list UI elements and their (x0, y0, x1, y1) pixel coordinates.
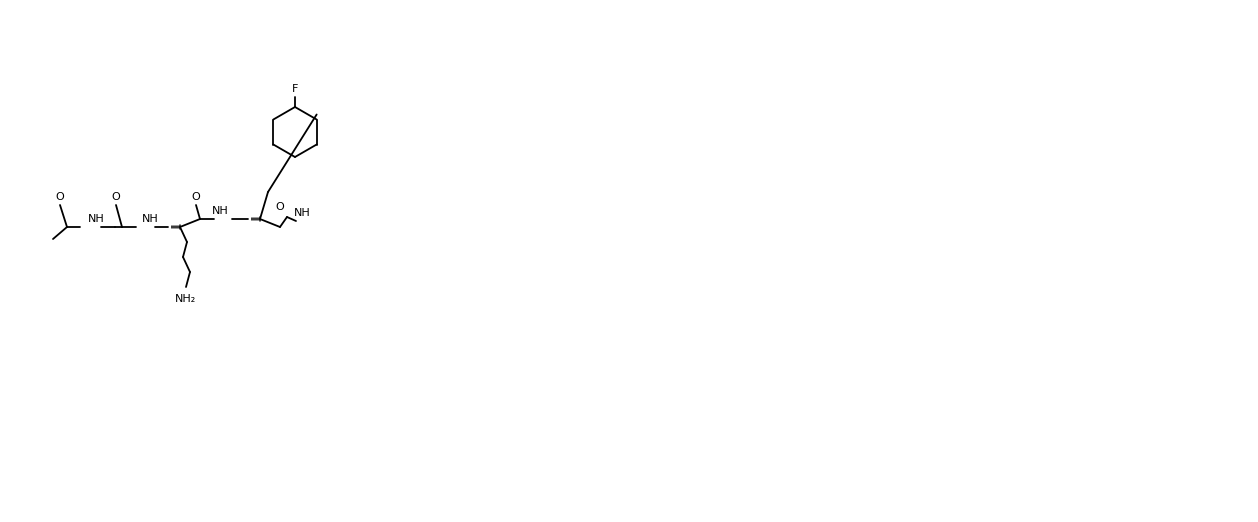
Text: F: F (292, 84, 298, 94)
Text: NH: NH (142, 214, 159, 224)
Text: NH: NH (211, 206, 229, 216)
Text: O: O (55, 192, 64, 202)
Text: O: O (276, 202, 284, 212)
Text: NH: NH (88, 214, 104, 224)
Text: O: O (112, 192, 121, 202)
Text: O: O (191, 192, 200, 202)
Text: NH: NH (293, 208, 311, 218)
Text: NH₂: NH₂ (175, 294, 196, 304)
